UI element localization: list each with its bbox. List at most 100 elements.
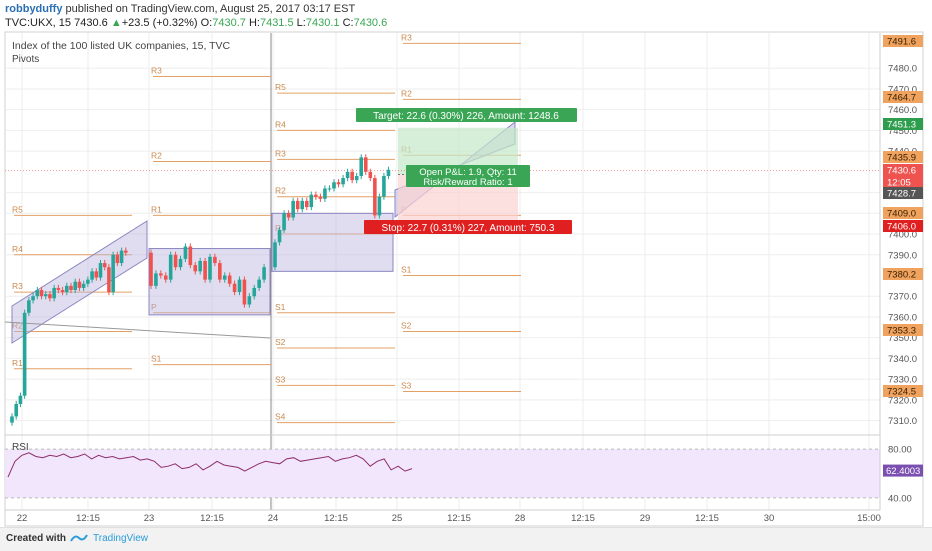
price-tag-bg — [883, 385, 923, 397]
price-tag-bg — [883, 35, 923, 47]
last-price: 7430.6 — [74, 17, 108, 29]
candle-body — [341, 178, 345, 185]
pivot-label: R2 — [151, 150, 162, 160]
candle-body — [291, 200, 295, 218]
candle-body — [69, 285, 73, 290]
candle-body — [60, 289, 65, 293]
candle-body — [318, 196, 323, 199]
candle-body — [359, 157, 364, 177]
close-value: 7430.6 — [353, 17, 388, 29]
price-tag-pivot: 7324.5 — [887, 387, 916, 398]
candle-body — [332, 182, 336, 189]
pivot-label: S2 — [401, 320, 412, 330]
price-tick-label: 7390.0 — [888, 250, 917, 261]
pivot-label: S3 — [275, 374, 286, 384]
rsi-band — [5, 449, 880, 498]
price-tick-label: 7320.0 — [888, 395, 917, 406]
rsi-tick-label: 80.00 — [888, 445, 912, 456]
tradingview-brand[interactable]: TradingView — [93, 533, 149, 544]
price-tag-last: 7430.6 — [887, 166, 916, 177]
candle-body — [111, 254, 115, 293]
rsi-value-tag: 62.4003 — [886, 466, 920, 477]
close-label: C: — [342, 17, 354, 29]
candle-body — [168, 254, 173, 280]
time-tick-label: 25 — [392, 513, 403, 524]
candle-body — [35, 289, 40, 297]
candle-body — [327, 188, 332, 190]
pivots-indicator-label[interactable]: Pivots — [12, 54, 39, 65]
candle-body — [73, 281, 78, 290]
price-tick-label: 7470.0 — [888, 84, 917, 95]
candle-body — [222, 275, 227, 280]
chart-labels: Index of the 100 listed UK companies, 15… — [12, 40, 231, 453]
low-value: 7430.1 — [305, 17, 340, 29]
price-tick-label: 7370.0 — [888, 292, 917, 303]
price-tag-bg — [883, 91, 923, 103]
time-tick-label: 22 — [17, 513, 28, 524]
publish-info: robbyduffy published on TradingView.com,… — [5, 3, 355, 15]
candle-body — [173, 254, 178, 268]
pivot-label: S4 — [275, 412, 286, 422]
tradingview-logo-icon — [70, 534, 88, 542]
pivot-label: R1 — [275, 223, 286, 233]
price-tag-bg — [883, 118, 923, 130]
pivot-label: R3 — [151, 66, 162, 76]
candle-body — [262, 267, 266, 280]
time-tick-label: 15:00 — [857, 513, 881, 524]
stop-label-bg — [364, 220, 572, 234]
pivot-label: R5 — [275, 82, 286, 92]
price-tag-bg — [883, 164, 923, 176]
candle-body — [183, 246, 188, 259]
candle-body — [14, 403, 19, 417]
pivot-label: S2 — [275, 337, 286, 347]
long-position-tool[interactable]: Target: 22.6 (0.30%) 226, Amount: 1248.6… — [5, 108, 880, 234]
candle-body — [208, 256, 212, 280]
price-tag-bg — [883, 220, 923, 232]
candle-body — [188, 246, 193, 266]
pivot-label: S1 — [151, 354, 162, 364]
time-tick-label: 12:15 — [447, 513, 471, 524]
candle-body — [218, 263, 222, 280]
candle-body — [159, 273, 163, 276]
candle-body — [232, 283, 237, 293]
candle-body — [286, 213, 291, 218]
price-tag-bg — [883, 176, 923, 188]
candle-body — [345, 171, 350, 179]
pivot-label: R1 — [12, 358, 23, 368]
time-tick-label: 23 — [144, 513, 155, 524]
candle-body — [350, 171, 354, 181]
author-name[interactable]: robbyduffy — [5, 3, 63, 15]
price-chart[interactable]: R5 R4 R3 R2 R1 R3 R2 R1 P S1 R5 R4 R3 R2 R1 S1 S2 S3 S4 R3 R… — [0, 0, 932, 527]
chart-title: Index of the 100 listed UK companies, 15… — [12, 40, 231, 52]
price-tick-label: 7310.0 — [888, 416, 917, 427]
rsi-series-line — [7, 452, 413, 478]
stop-label: Stop: 22.7 (0.31%) 227, Amount: 750.3 — [364, 220, 572, 234]
candle-body — [115, 254, 120, 264]
rsi-tick-label: 40.00 — [888, 493, 912, 504]
pivot-label: R2 — [275, 186, 286, 196]
price-tag-time: 12:05 — [887, 178, 911, 189]
candle-body — [64, 285, 69, 293]
candles — [10, 154, 391, 426]
stop-label-text: Stop: 22.7 (0.31%) 227, Amount: 750.3 — [382, 223, 555, 234]
candle-body — [86, 279, 90, 284]
open-value: 7430.7 — [212, 17, 246, 29]
rsi-indicator-label[interactable]: RSI — [12, 442, 29, 453]
target-label-bg — [356, 108, 577, 122]
pivot-label: R5 — [12, 204, 23, 214]
target-label: Target: 22.6 (0.30%) 226, Amount: 1248.6 — [356, 108, 577, 122]
pivot-label: R3 — [12, 281, 23, 291]
candle-body — [227, 275, 232, 284]
target-label-text: Target: 22.6 (0.30%) 226, Amount: 1248.6 — [373, 111, 559, 122]
candle-body — [39, 289, 44, 297]
candle-body — [94, 271, 99, 278]
pivot-label: R4 — [275, 119, 286, 129]
candle-body — [107, 267, 111, 293]
price-change: +23.5 (+0.32%) — [121, 17, 198, 29]
candle-body — [336, 182, 341, 185]
price-tag-bg — [883, 187, 923, 199]
candle-body — [98, 263, 103, 278]
time-tick-label: 24 — [268, 513, 279, 524]
price-tag-pivot: 7464.7 — [887, 93, 916, 104]
rsi-value-tag-bg — [883, 464, 923, 477]
